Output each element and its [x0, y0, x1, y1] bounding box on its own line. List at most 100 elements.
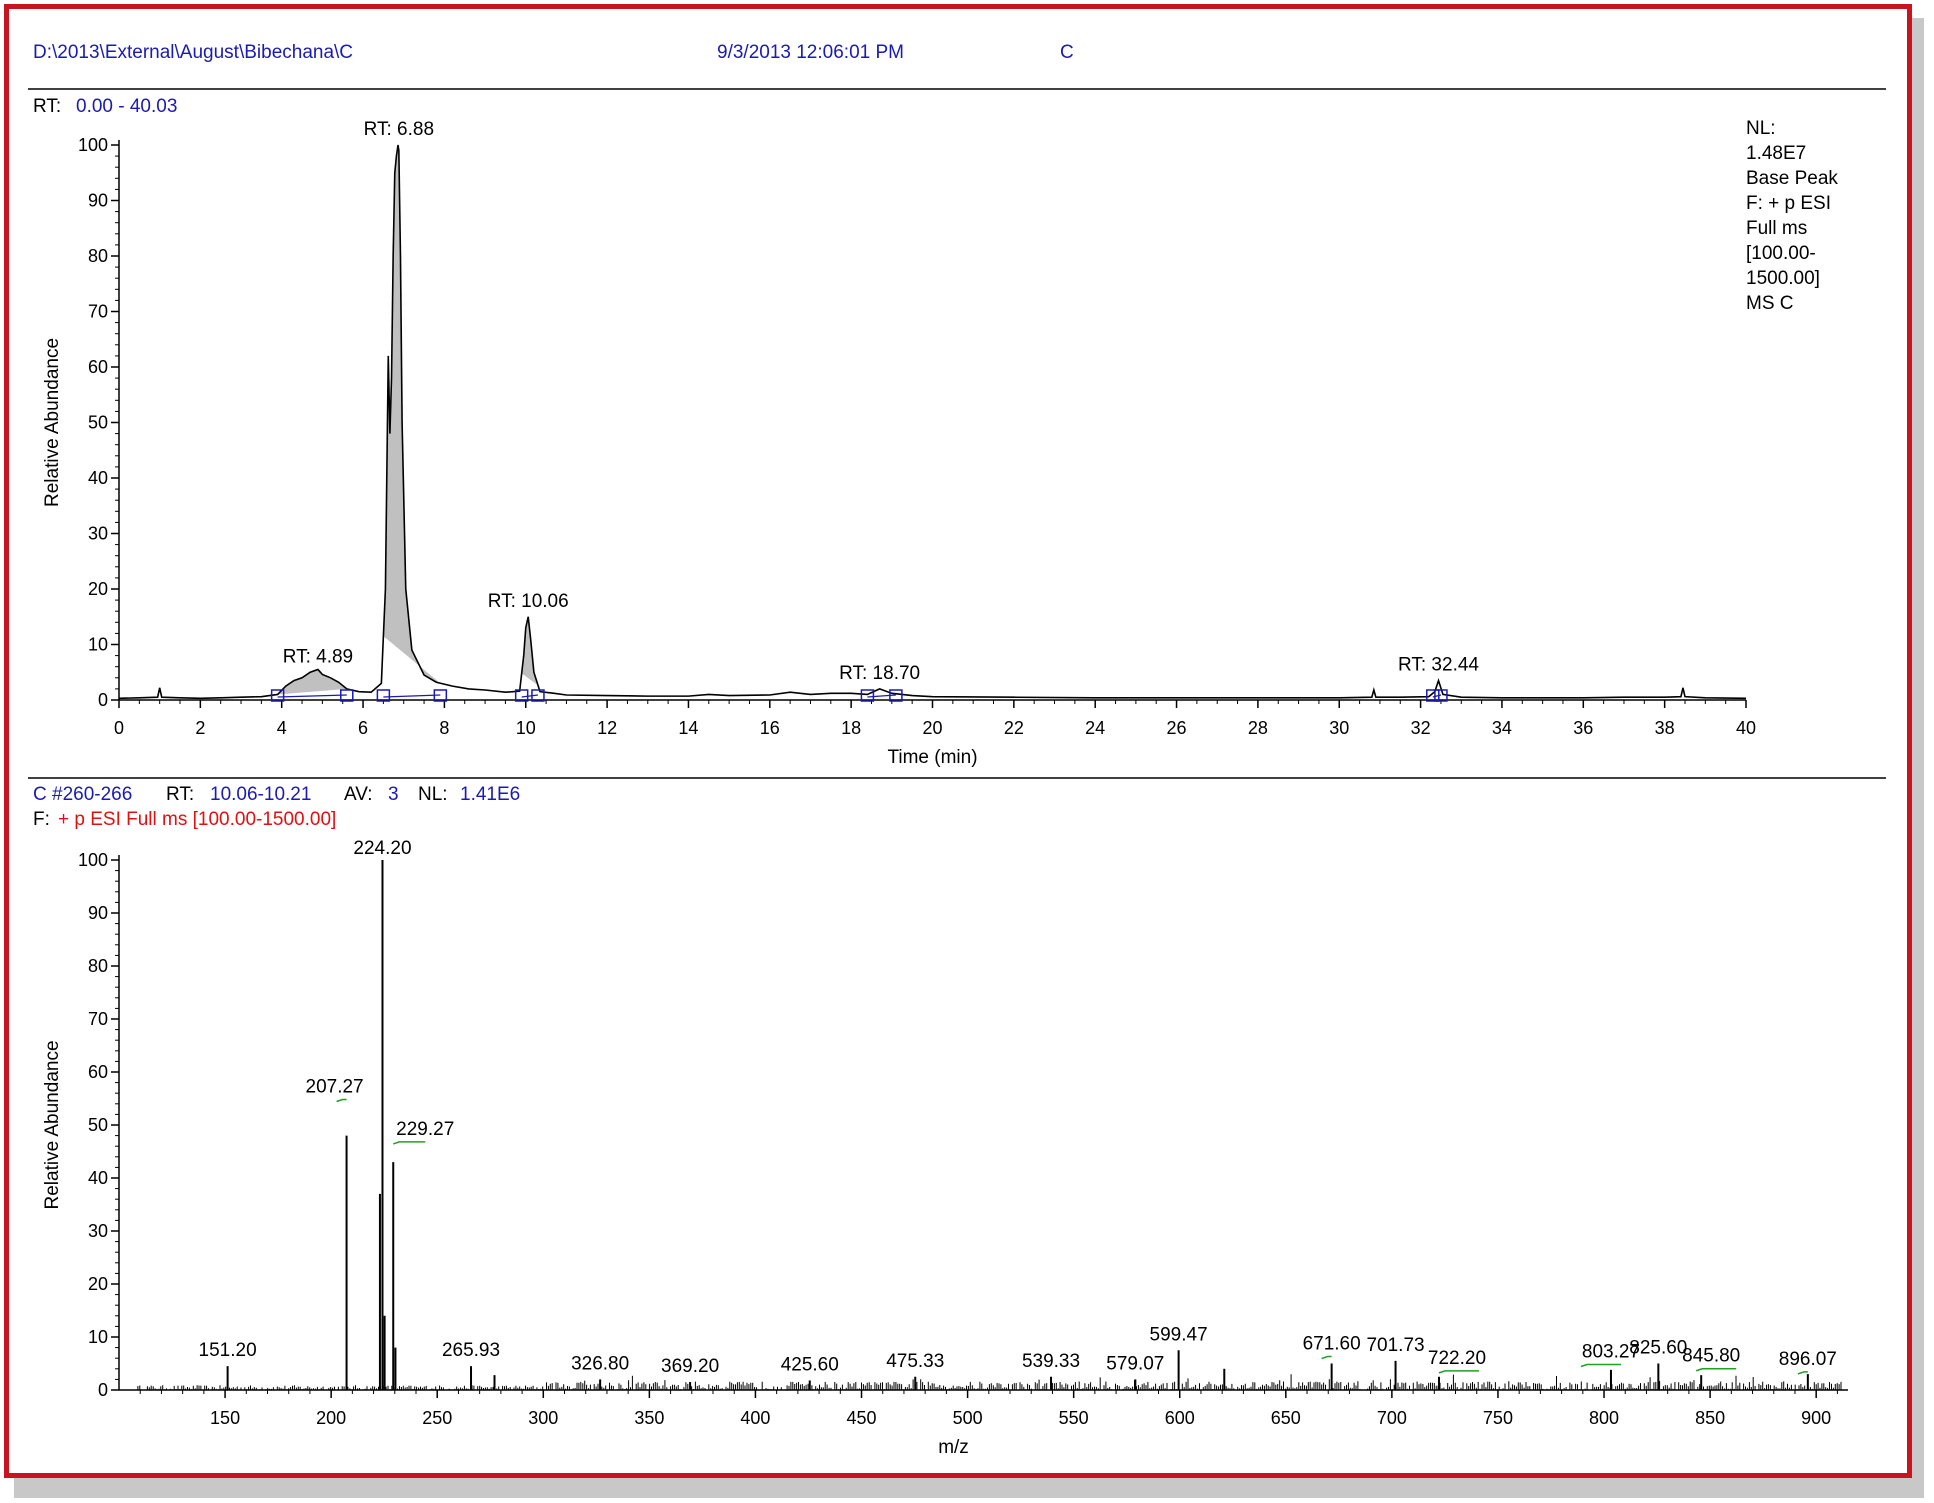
sample-name: C [1060, 42, 1074, 63]
y-axis-title: Relative Abundance [42, 1040, 63, 1209]
y-tick-label: 0 [98, 690, 108, 710]
rt-range: 0.00 - 40.03 [76, 96, 177, 117]
rt-label: RT: [33, 96, 61, 117]
y-tick-label: 40 [88, 1168, 108, 1188]
x-tick-label: 38 [1655, 718, 1675, 738]
peak-label: 845.80 [1682, 1346, 1740, 1367]
x-tick-label: 350 [634, 1408, 664, 1428]
x-tick-label: 0 [114, 718, 124, 738]
peak-label: 151.20 [199, 1340, 257, 1361]
baseline-marker [376, 689, 391, 702]
x-tick-label: 550 [1059, 1408, 1089, 1428]
peak-label: 425.60 [781, 1354, 839, 1375]
x-tick-label: 36 [1573, 718, 1593, 738]
label-marker [1797, 1371, 1808, 1375]
x-tick-label: 2 [195, 718, 205, 738]
filter-value: + p ESI Full ms [100.00-1500.00] [58, 809, 336, 830]
peak-label: 825.60 [1629, 1338, 1687, 1359]
y-tick-label: 20 [88, 1274, 108, 1294]
av-value: 3 [388, 784, 399, 805]
info-line: MS C [1746, 293, 1794, 314]
peak-label: 229.27 [396, 1119, 454, 1140]
x-tick-label: 900 [1801, 1408, 1831, 1428]
x-tick-label: 26 [1167, 718, 1187, 738]
x-tick-label: 6 [358, 718, 368, 738]
peak-area [277, 669, 347, 695]
av-label: AV: [344, 784, 373, 805]
peak-area [383, 145, 441, 684]
label-marker [1580, 1363, 1621, 1368]
x-tick-label: 700 [1377, 1408, 1407, 1428]
y-tick-label: 70 [88, 302, 108, 322]
peak-label: 265.93 [442, 1340, 500, 1361]
peak-label: 475.33 [886, 1351, 944, 1372]
y-tick-label: 80 [88, 246, 108, 266]
label-marker [1438, 1370, 1479, 1374]
peak-label: 539.33 [1022, 1351, 1080, 1372]
y-tick-label: 50 [88, 413, 108, 433]
x-tick-label: 40 [1736, 718, 1756, 738]
x-tick-label: 18 [841, 718, 861, 738]
peak-label: 326.80 [571, 1353, 629, 1374]
x-tick-label: 650 [1271, 1408, 1301, 1428]
y-tick-label: 80 [88, 956, 108, 976]
x-tick-label: 32 [1411, 718, 1431, 738]
x-tick-label: 10 [516, 718, 536, 738]
y-axis-title: Relative Abundance [42, 338, 63, 507]
baseline-segment [521, 694, 539, 698]
y-tick-label: 20 [88, 579, 108, 599]
info-line: 1500.00] [1746, 268, 1820, 289]
x-tick-label: 8 [439, 718, 449, 738]
y-tick-label: 30 [88, 524, 108, 544]
y-tick-label: 50 [88, 1115, 108, 1135]
info-line: [100.00- [1746, 243, 1816, 264]
y-tick-label: 100 [78, 135, 108, 155]
label-marker [393, 1141, 426, 1145]
y-tick-label: 90 [88, 903, 108, 923]
baseline-marker [514, 689, 529, 702]
peak-label: 701.73 [1366, 1335, 1424, 1356]
baseline-marker [860, 689, 875, 702]
peak-label: 579.07 [1106, 1353, 1164, 1374]
y-tick-label: 30 [88, 1221, 108, 1241]
y-tick-label: 70 [88, 1009, 108, 1029]
baseline-marker [1434, 689, 1448, 702]
peak-label: 722.20 [1428, 1348, 1486, 1369]
acquisition-datetime: 9/3/2013 12:06:01 PM [717, 42, 904, 63]
x-tick-label: 800 [1589, 1408, 1619, 1428]
info-line: NL: [1746, 118, 1776, 139]
spectrum-noise [135, 1374, 1842, 1390]
spectrum-rt-value: 10.06-10.21 [210, 784, 311, 805]
baseline-marker [270, 689, 285, 702]
info-line: 1.48E7 [1746, 143, 1806, 164]
peak-label: 803.27 [1582, 1342, 1640, 1363]
peak-label: 369.20 [661, 1356, 719, 1377]
x-tick-label: 750 [1483, 1408, 1513, 1428]
peak-label: RT: 6.88 [364, 119, 434, 140]
nl-label: NL: [418, 784, 448, 805]
baseline-segment [867, 694, 896, 698]
nl-value: 1.41E6 [460, 784, 520, 805]
x-tick-label: 16 [760, 718, 780, 738]
baseline-segment [383, 694, 441, 698]
peak-label: RT: 4.89 [283, 646, 353, 667]
x-tick-label: 12 [597, 718, 617, 738]
baseline-marker [433, 689, 448, 702]
peak-label: 896.07 [1779, 1349, 1837, 1370]
x-tick-label: 34 [1492, 718, 1512, 738]
report-frame [4, 4, 1912, 1478]
spectrum-plot: 0 10 20 30 40 50 60 70 80 90 100 150 200 250 300 350 400… [42, 838, 1848, 1458]
peak-label: RT: 18.70 [839, 663, 920, 684]
x-tick-label: 400 [740, 1408, 770, 1428]
x-tick-label: 30 [1329, 718, 1349, 738]
x-tick-label: 450 [846, 1408, 876, 1428]
x-axis-title: Time (min) [887, 747, 977, 768]
y-tick-label: 60 [88, 357, 108, 377]
x-tick-label: 300 [528, 1408, 558, 1428]
x-axis-title: m/z [938, 1437, 969, 1458]
baseline-marker [340, 689, 354, 702]
y-tick-label: 100 [78, 850, 108, 870]
chromatogram-info: NL: 1.48E7 Base Peak F: + p ESI Full ms … [1746, 118, 1838, 314]
x-tick-label: 600 [1165, 1408, 1195, 1428]
